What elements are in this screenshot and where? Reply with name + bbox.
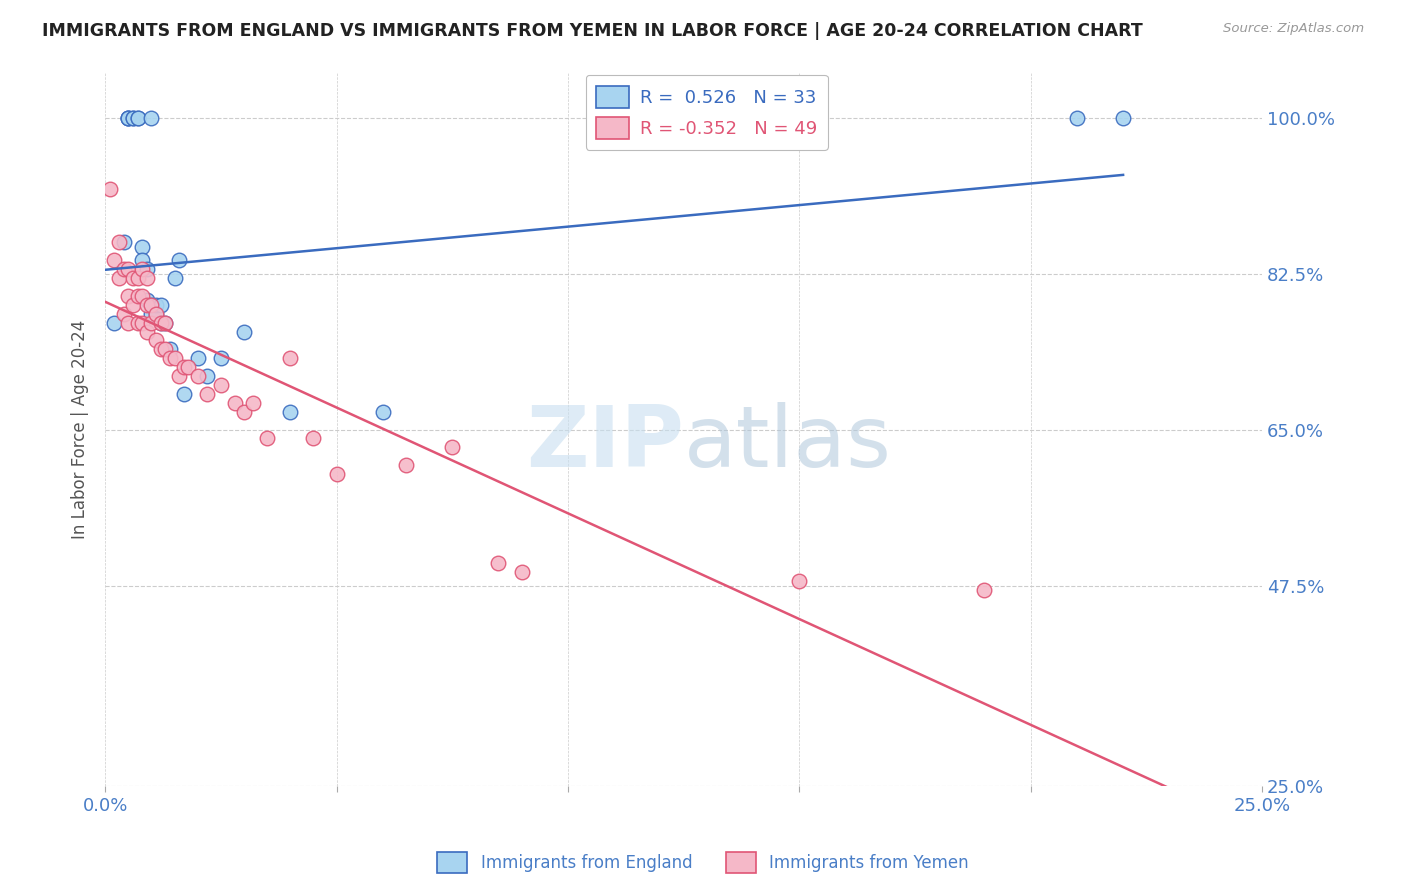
Point	[159, 351, 181, 366]
Point	[103, 253, 125, 268]
Point	[117, 111, 139, 125]
Point	[242, 396, 264, 410]
Point	[112, 307, 135, 321]
Point	[488, 556, 510, 570]
Point	[98, 182, 121, 196]
Point	[256, 432, 278, 446]
Text: ZIP: ZIP	[526, 402, 683, 485]
Point	[224, 396, 246, 410]
Legend: R =  0.526   N = 33, R = -0.352   N = 49: R = 0.526 N = 33, R = -0.352 N = 49	[585, 75, 828, 150]
Point	[145, 298, 167, 312]
Point	[112, 262, 135, 277]
Point	[155, 316, 177, 330]
Point	[135, 271, 157, 285]
Point	[149, 343, 172, 357]
Point	[173, 387, 195, 401]
Point	[177, 360, 200, 375]
Point	[233, 405, 256, 419]
Point	[155, 316, 177, 330]
Point	[209, 378, 232, 392]
Point	[122, 111, 145, 125]
Point	[108, 235, 131, 250]
Point	[163, 351, 186, 366]
Point	[302, 432, 325, 446]
Point	[325, 467, 347, 482]
Point	[510, 565, 533, 579]
Point	[395, 458, 418, 473]
Point	[195, 387, 218, 401]
Point	[127, 111, 149, 125]
Text: IMMIGRANTS FROM ENGLAND VS IMMIGRANTS FROM YEMEN IN LABOR FORCE | AGE 20-24 CORR: IMMIGRANTS FROM ENGLAND VS IMMIGRANTS FR…	[42, 22, 1143, 40]
Point	[163, 271, 186, 285]
Point	[187, 351, 209, 366]
Text: atlas: atlas	[683, 402, 891, 485]
Text: Source: ZipAtlas.com: Source: ZipAtlas.com	[1223, 22, 1364, 36]
Point	[117, 316, 139, 330]
Point	[141, 111, 163, 125]
Point	[141, 298, 163, 312]
Point	[112, 235, 135, 250]
Point	[127, 289, 149, 303]
Point	[131, 316, 153, 330]
Point	[1112, 111, 1135, 125]
Legend: Immigrants from England, Immigrants from Yemen: Immigrants from England, Immigrants from…	[430, 846, 976, 880]
Y-axis label: In Labor Force | Age 20-24: In Labor Force | Age 20-24	[72, 320, 89, 539]
Point	[209, 351, 232, 366]
Point	[135, 298, 157, 312]
Point	[187, 369, 209, 384]
Point	[117, 289, 139, 303]
Point	[141, 316, 163, 330]
Point	[117, 111, 139, 125]
Point	[278, 351, 301, 366]
Point	[1066, 111, 1088, 125]
Point	[141, 298, 163, 312]
Point	[127, 271, 149, 285]
Point	[103, 316, 125, 330]
Point	[371, 405, 394, 419]
Point	[149, 316, 172, 330]
Point	[127, 316, 149, 330]
Point	[441, 441, 464, 455]
Point	[135, 293, 157, 308]
Point	[145, 307, 167, 321]
Point	[127, 111, 149, 125]
Point	[108, 271, 131, 285]
Point	[155, 343, 177, 357]
Point	[167, 253, 190, 268]
Point	[135, 325, 157, 339]
Point	[145, 307, 167, 321]
Point	[117, 111, 139, 125]
Point	[787, 574, 810, 588]
Point	[145, 334, 167, 348]
Point	[135, 262, 157, 277]
Point	[195, 369, 218, 384]
Point	[131, 253, 153, 268]
Point	[131, 262, 153, 277]
Point	[159, 343, 181, 357]
Point	[122, 298, 145, 312]
Point	[278, 405, 301, 419]
Point	[167, 369, 190, 384]
Point	[122, 111, 145, 125]
Point	[141, 307, 163, 321]
Point	[173, 360, 195, 375]
Point	[122, 271, 145, 285]
Point	[131, 240, 153, 254]
Point	[117, 262, 139, 277]
Point	[973, 582, 995, 597]
Point	[233, 325, 256, 339]
Point	[149, 298, 172, 312]
Point	[131, 289, 153, 303]
Point	[149, 316, 172, 330]
